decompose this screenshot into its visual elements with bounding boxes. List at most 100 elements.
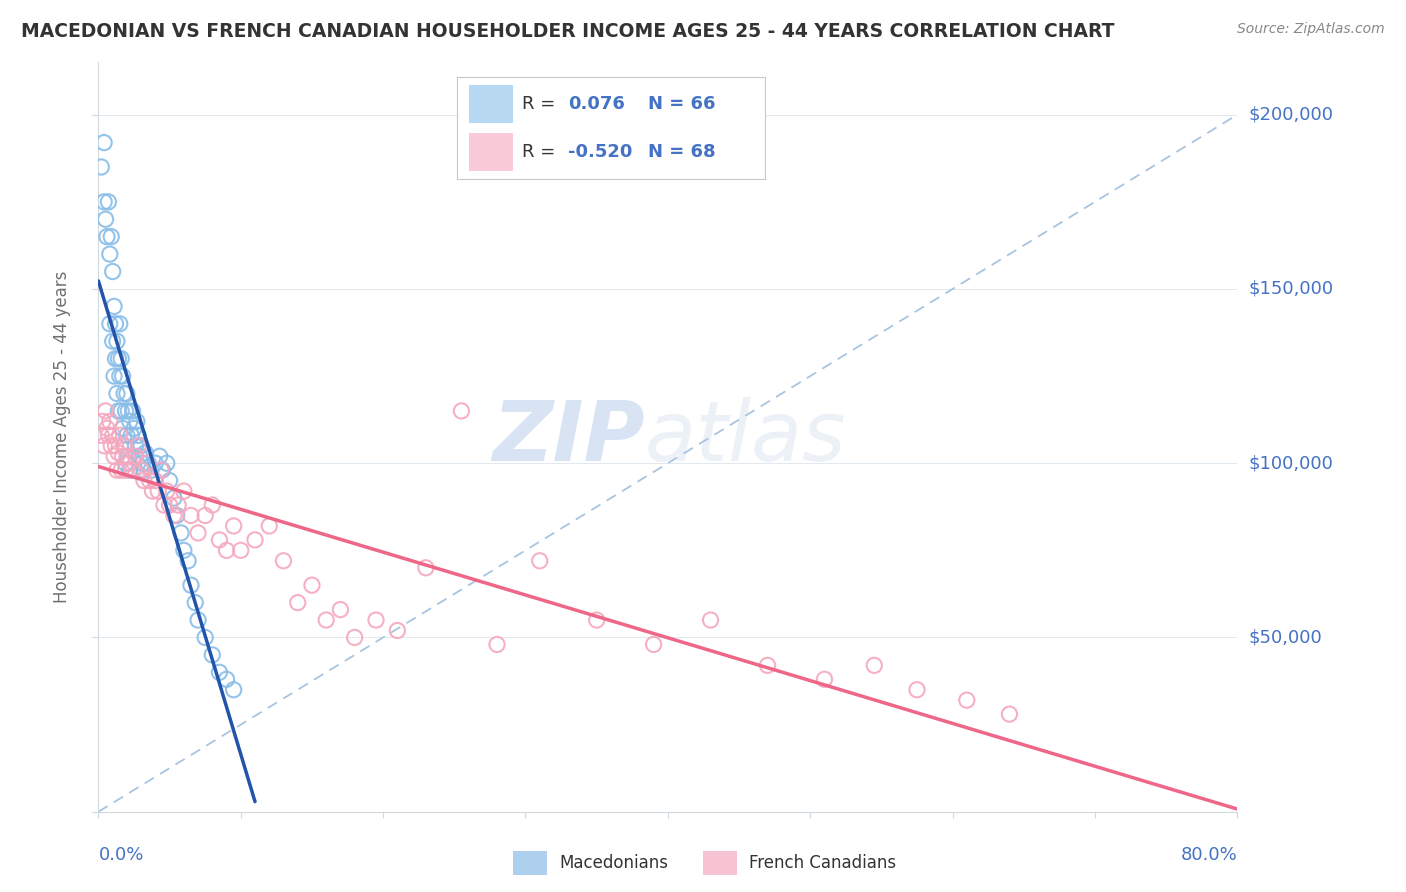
Point (115, 449, 138, 463)
Bar (703, 851, 737, 875)
Point (152, 463, 174, 477)
Point (108, 369, 131, 384)
Point (149, 449, 172, 463)
Point (90, 160, 112, 174)
Point (127, 428, 149, 442)
Point (215, 543, 238, 558)
Point (132, 474, 155, 488)
Point (364, 613, 387, 627)
Point (167, 498, 190, 512)
Point (101, 334, 124, 349)
Point (301, 578, 323, 592)
Point (156, 484, 179, 499)
Point (112, 386, 135, 401)
Point (450, 404, 472, 418)
Point (122, 421, 145, 435)
Text: $150,000: $150,000 (1249, 280, 1333, 298)
Point (138, 474, 160, 488)
Point (115, 386, 138, 401)
Point (112, 439, 135, 453)
Point (120, 428, 142, 442)
Point (111, 449, 134, 463)
Point (103, 299, 125, 313)
Point (100, 229, 122, 244)
Point (813, 673, 835, 687)
Point (184, 596, 207, 610)
Text: $100,000: $100,000 (1249, 454, 1333, 472)
Point (194, 508, 217, 523)
Point (166, 508, 188, 523)
Point (97, 428, 120, 442)
Point (128, 449, 150, 463)
Point (956, 693, 979, 707)
Point (343, 631, 366, 645)
Point (315, 613, 337, 627)
Text: $200,000: $200,000 (1249, 106, 1333, 124)
Point (107, 351, 129, 366)
Point (110, 463, 132, 477)
Point (201, 648, 224, 662)
Point (124, 449, 146, 463)
Text: Source: ZipAtlas.com: Source: ZipAtlas.com (1237, 22, 1385, 37)
Point (139, 463, 162, 477)
Point (96, 229, 118, 244)
Text: ZIP: ZIP (492, 397, 645, 477)
Point (180, 578, 202, 592)
Point (129, 439, 152, 453)
Point (118, 456, 141, 470)
Point (163, 491, 186, 505)
Point (643, 637, 665, 651)
Point (998, 707, 1021, 722)
Point (222, 519, 245, 533)
Point (93, 439, 115, 453)
Point (135, 456, 157, 470)
Point (329, 602, 352, 616)
Point (243, 533, 266, 547)
Text: $50,000: $50,000 (1249, 629, 1322, 647)
Point (105, 386, 128, 401)
Point (111, 369, 134, 384)
Point (208, 665, 231, 680)
Point (699, 613, 721, 627)
Point (153, 498, 176, 512)
Text: atlas: atlas (645, 397, 846, 477)
Point (177, 554, 200, 568)
Point (173, 484, 195, 499)
Point (111, 421, 134, 435)
Point (93, 136, 115, 150)
Point (145, 474, 167, 488)
Point (486, 637, 509, 651)
Point (756, 658, 779, 673)
Point (103, 369, 125, 384)
Point (187, 613, 209, 627)
Point (104, 351, 127, 366)
Point (93, 194, 115, 209)
Point (259, 519, 281, 533)
Point (215, 673, 238, 687)
Text: MACEDONIAN VS FRENCH CANADIAN HOUSEHOLDER INCOME AGES 25 - 44 YEARS CORRELATION : MACEDONIAN VS FRENCH CANADIAN HOUSEHOLDE… (21, 22, 1115, 41)
Point (159, 498, 181, 512)
Point (118, 414, 141, 428)
Point (150, 463, 173, 477)
Point (163, 508, 186, 523)
Point (127, 439, 149, 453)
Point (208, 533, 231, 547)
Point (108, 317, 131, 331)
Point (121, 463, 143, 477)
Point (101, 264, 124, 278)
Point (173, 543, 195, 558)
Point (134, 446, 156, 460)
Point (110, 351, 132, 366)
Point (180, 508, 202, 523)
Point (90, 428, 112, 442)
Point (131, 456, 153, 470)
Point (229, 543, 252, 558)
Point (114, 456, 136, 470)
Point (145, 456, 167, 470)
Point (136, 456, 159, 470)
Point (118, 463, 141, 477)
Point (529, 554, 551, 568)
Point (124, 439, 146, 453)
Point (148, 484, 170, 499)
Point (98, 414, 121, 428)
